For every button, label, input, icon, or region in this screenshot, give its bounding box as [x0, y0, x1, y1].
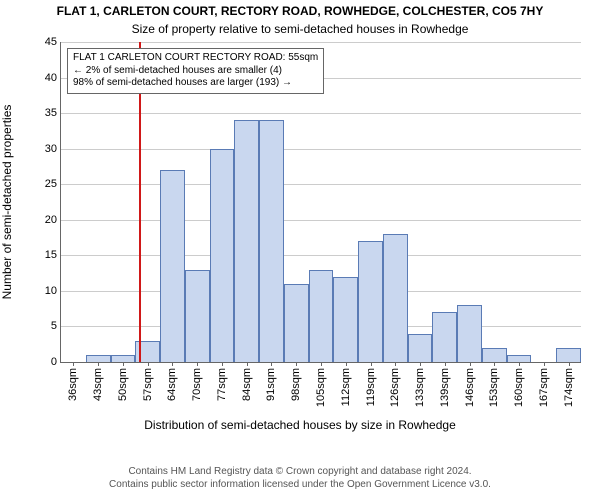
y-tick-label: 35 — [45, 107, 61, 119]
histogram-bar — [160, 170, 185, 362]
chart-title-main: FLAT 1, CARLETON COURT, RECTORY ROAD, RO… — [0, 4, 600, 18]
histogram-bar — [234, 120, 259, 362]
x-tick-label: 50sqm — [117, 368, 129, 401]
histogram-bar — [210, 149, 235, 362]
x-tick-label: 91sqm — [265, 368, 277, 401]
x-tick-label: 70sqm — [191, 368, 203, 401]
x-tick — [470, 362, 471, 366]
histogram-bar — [309, 270, 334, 362]
annotation-line-1: FLAT 1 CARLETON COURT RECTORY ROAD: 55sq… — [73, 52, 318, 65]
y-tick-label: 25 — [45, 178, 61, 190]
x-tick-label: 105sqm — [315, 368, 327, 407]
x-tick-label: 167sqm — [538, 368, 550, 407]
histogram-bar — [259, 120, 284, 362]
x-tick — [197, 362, 198, 366]
histogram-bar — [86, 355, 111, 362]
x-tick — [346, 362, 347, 366]
histogram-bar — [556, 348, 581, 362]
chart-title-sub: Size of property relative to semi-detach… — [0, 22, 600, 36]
histogram-bar — [358, 241, 383, 362]
x-tick-label: 84sqm — [241, 368, 253, 401]
x-tick-label: 64sqm — [166, 368, 178, 401]
x-tick-label: 57sqm — [142, 368, 154, 401]
histogram-bar — [507, 355, 532, 362]
y-tick-label: 0 — [51, 356, 61, 368]
histogram-bar — [185, 270, 210, 362]
histogram-bar — [333, 277, 358, 362]
histogram-bar — [432, 312, 457, 362]
x-tick — [395, 362, 396, 366]
x-tick — [544, 362, 545, 366]
x-tick — [123, 362, 124, 366]
y-tick-label: 15 — [45, 249, 61, 261]
y-tick-label: 40 — [45, 72, 61, 84]
x-tick-label: 160sqm — [513, 368, 525, 407]
chart-container: { "title": { "main": "FLAT 1, CARLETON C… — [0, 0, 600, 500]
x-tick-label: 139sqm — [439, 368, 451, 407]
annotation-box: FLAT 1 CARLETON COURT RECTORY ROAD: 55sq… — [67, 48, 324, 94]
x-tick-label: 133sqm — [414, 368, 426, 407]
histogram-bar — [111, 355, 136, 362]
x-tick — [321, 362, 322, 366]
x-tick-label: 153sqm — [488, 368, 500, 407]
y-tick-label: 10 — [45, 285, 61, 297]
histogram-bar — [383, 234, 408, 362]
x-tick-label: 174sqm — [563, 368, 575, 407]
x-tick — [445, 362, 446, 366]
footer-line-2: Contains public sector information licen… — [0, 479, 600, 492]
x-tick — [494, 362, 495, 366]
x-tick — [172, 362, 173, 366]
x-tick-label: 77sqm — [216, 368, 228, 401]
x-tick — [222, 362, 223, 366]
x-tick-label: 126sqm — [389, 368, 401, 407]
x-tick — [73, 362, 74, 366]
x-tick — [247, 362, 248, 366]
annotation-line-2: ← 2% of semi-detached houses are smaller… — [73, 65, 318, 78]
x-tick — [271, 362, 272, 366]
footer-attribution: Contains HM Land Registry data © Crown c… — [0, 466, 600, 491]
x-tick-label: 119sqm — [365, 368, 377, 406]
x-tick — [148, 362, 149, 366]
footer-line-1: Contains HM Land Registry data © Crown c… — [0, 466, 600, 479]
y-tick-label: 20 — [45, 214, 61, 226]
x-tick — [371, 362, 372, 366]
histogram-bar — [408, 334, 433, 362]
x-tick — [569, 362, 570, 366]
histogram-bar — [457, 305, 482, 362]
x-tick-label: 146sqm — [464, 368, 476, 407]
y-tick-label: 45 — [45, 36, 61, 48]
x-tick-label: 36sqm — [67, 368, 79, 401]
x-tick-label: 112sqm — [340, 368, 352, 406]
x-tick — [519, 362, 520, 366]
x-tick-label: 43sqm — [92, 368, 104, 401]
y-tick-label: 5 — [51, 320, 61, 332]
x-tick-label: 98sqm — [290, 368, 302, 401]
y-axis-label: Number of semi-detached properties — [0, 105, 14, 300]
histogram-bar — [482, 348, 507, 362]
annotation-line-3: 98% of semi-detached houses are larger (… — [73, 77, 318, 90]
x-axis-label: Distribution of semi-detached houses by … — [0, 418, 600, 432]
y-tick-label: 30 — [45, 143, 61, 155]
x-tick — [98, 362, 99, 366]
histogram-bar — [284, 284, 309, 362]
x-tick — [420, 362, 421, 366]
x-tick — [296, 362, 297, 366]
